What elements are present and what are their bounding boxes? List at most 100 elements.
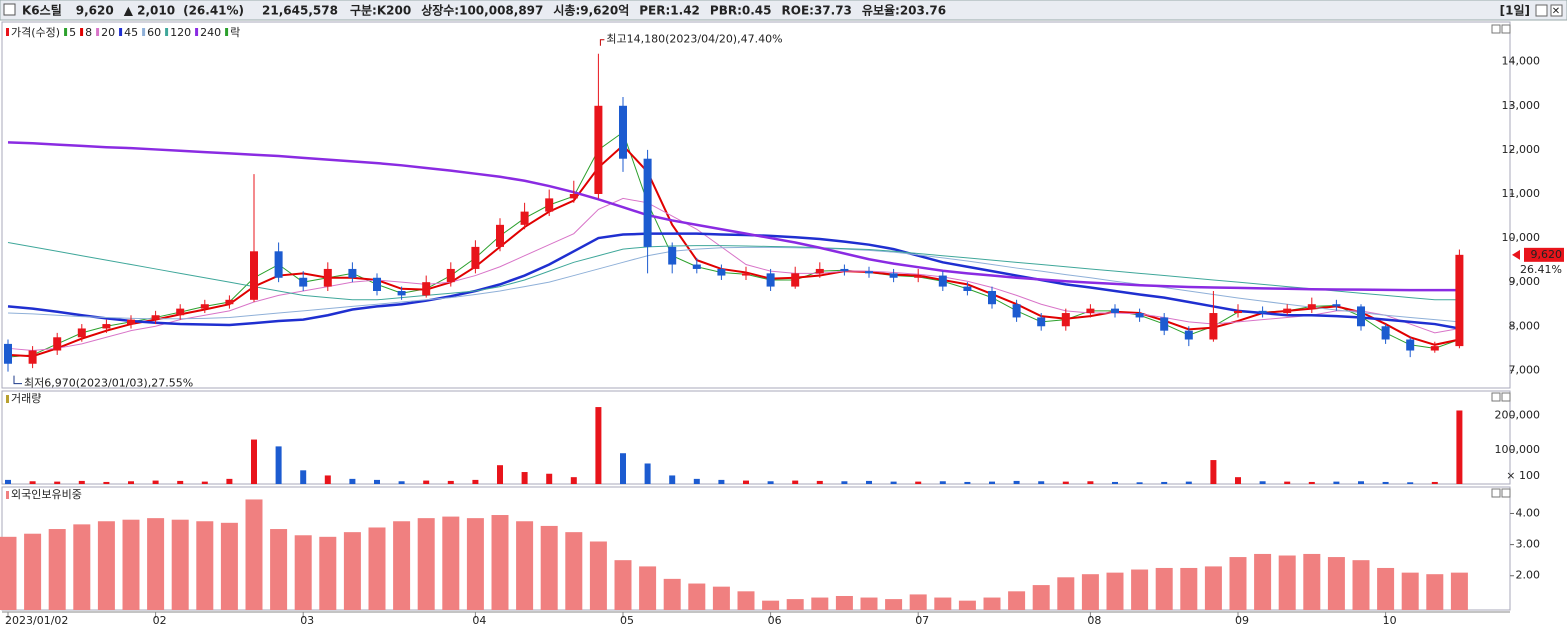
bar	[614, 560, 632, 610]
bar	[0, 536, 17, 610]
x-tick-label: 10	[1383, 614, 1397, 627]
candle-body	[1258, 310, 1267, 314]
bar	[885, 599, 903, 610]
candle-body	[569, 193, 578, 199]
bar	[171, 519, 189, 610]
bar	[546, 473, 553, 484]
candle-body	[938, 275, 947, 287]
price-tag-label: 9,620	[1531, 248, 1563, 261]
bar	[78, 480, 85, 484]
low-annotation: 최저6,970(2023/01/03),27.55%	[24, 377, 193, 390]
candle-body	[1086, 308, 1095, 314]
bar	[639, 566, 657, 610]
bar	[909, 594, 927, 610]
legend-swatch	[6, 491, 9, 499]
y-tick-label: 14,000	[1502, 55, 1541, 68]
minimize-button[interactable]	[1535, 4, 1548, 17]
bar	[1450, 572, 1468, 610]
legend-swatch	[96, 28, 100, 36]
bar	[663, 578, 681, 610]
bar	[1087, 481, 1094, 484]
candle-body	[1307, 304, 1316, 309]
panel-button[interactable]	[1501, 24, 1511, 34]
bar	[762, 600, 780, 610]
candle-body	[963, 286, 972, 291]
x-tick-label: 2023/01/02	[5, 614, 68, 627]
header-text: PER:1.42	[639, 4, 700, 18]
bar	[491, 515, 509, 610]
bar	[177, 480, 184, 484]
candle-body	[643, 158, 652, 247]
bar	[1254, 553, 1272, 610]
candle-body	[397, 290, 406, 296]
candle-body	[619, 105, 627, 159]
bar	[466, 518, 484, 610]
bar	[152, 480, 159, 484]
bar	[1358, 481, 1364, 484]
candle-body	[914, 275, 923, 278]
bar	[1377, 567, 1395, 610]
bar	[393, 521, 411, 610]
panel-button[interactable]	[1491, 488, 1501, 498]
y-tick-label: 9,000	[1509, 275, 1541, 288]
candle-body	[520, 211, 529, 225]
candle-body	[865, 271, 873, 274]
bar	[1106, 572, 1124, 610]
bar	[693, 478, 700, 484]
bar	[1032, 585, 1050, 610]
checkbox[interactable]	[3, 3, 16, 16]
close-button[interactable]	[1550, 4, 1563, 17]
ma-line	[7, 197, 1460, 352]
high-annotation: 최고14,180(2023/04/20),47.40%	[606, 33, 782, 46]
legend-swatch	[119, 28, 123, 36]
bar	[423, 480, 430, 484]
y-tick-label: 200,000	[1495, 409, 1541, 422]
bar	[983, 597, 1001, 610]
panel-title: 외국인보유비중	[11, 488, 82, 501]
panel-button[interactable]	[1491, 392, 1501, 402]
change-label: 26.41%	[1520, 263, 1562, 276]
bar	[939, 481, 946, 484]
bar	[374, 479, 380, 484]
bar	[324, 475, 331, 484]
candle-body	[1111, 308, 1119, 314]
bar	[1278, 555, 1296, 610]
candle-body	[1430, 346, 1439, 351]
legend-swatch	[6, 395, 9, 403]
bar	[1081, 574, 1099, 610]
price-tag	[1524, 247, 1564, 262]
candle-body	[471, 246, 480, 269]
header-text: K6스틸	[22, 4, 62, 18]
candle-body	[1061, 313, 1070, 327]
ma-line	[7, 246, 1460, 323]
panel-button[interactable]	[1491, 24, 1501, 34]
bar	[5, 479, 11, 484]
header-text: 유보율:203.76	[862, 4, 946, 18]
title-bar	[0, 0, 1567, 21]
candle-body	[766, 273, 775, 287]
bar	[1204, 566, 1222, 610]
header-text: 구분:K200	[350, 4, 411, 18]
legend-swatch	[195, 28, 199, 36]
candle-body	[1381, 326, 1390, 340]
candle-body	[594, 105, 603, 194]
candle-body	[1037, 317, 1046, 327]
bar	[1210, 460, 1217, 484]
panel-button[interactable]	[1501, 488, 1511, 498]
bar	[712, 586, 730, 610]
bar	[220, 522, 238, 610]
bar	[620, 453, 626, 484]
candle-body	[77, 328, 86, 338]
bar	[669, 475, 676, 484]
bar	[915, 481, 922, 484]
candle-body	[717, 268, 726, 276]
annotation-arrow	[599, 39, 605, 46]
bar	[1456, 410, 1463, 484]
bar	[570, 477, 577, 484]
bar	[1401, 572, 1419, 610]
y-tick-label: 11,000	[1502, 187, 1541, 200]
bar	[516, 521, 534, 610]
bar	[1062, 481, 1069, 484]
bar	[860, 597, 878, 610]
panel-button[interactable]	[1501, 392, 1511, 402]
